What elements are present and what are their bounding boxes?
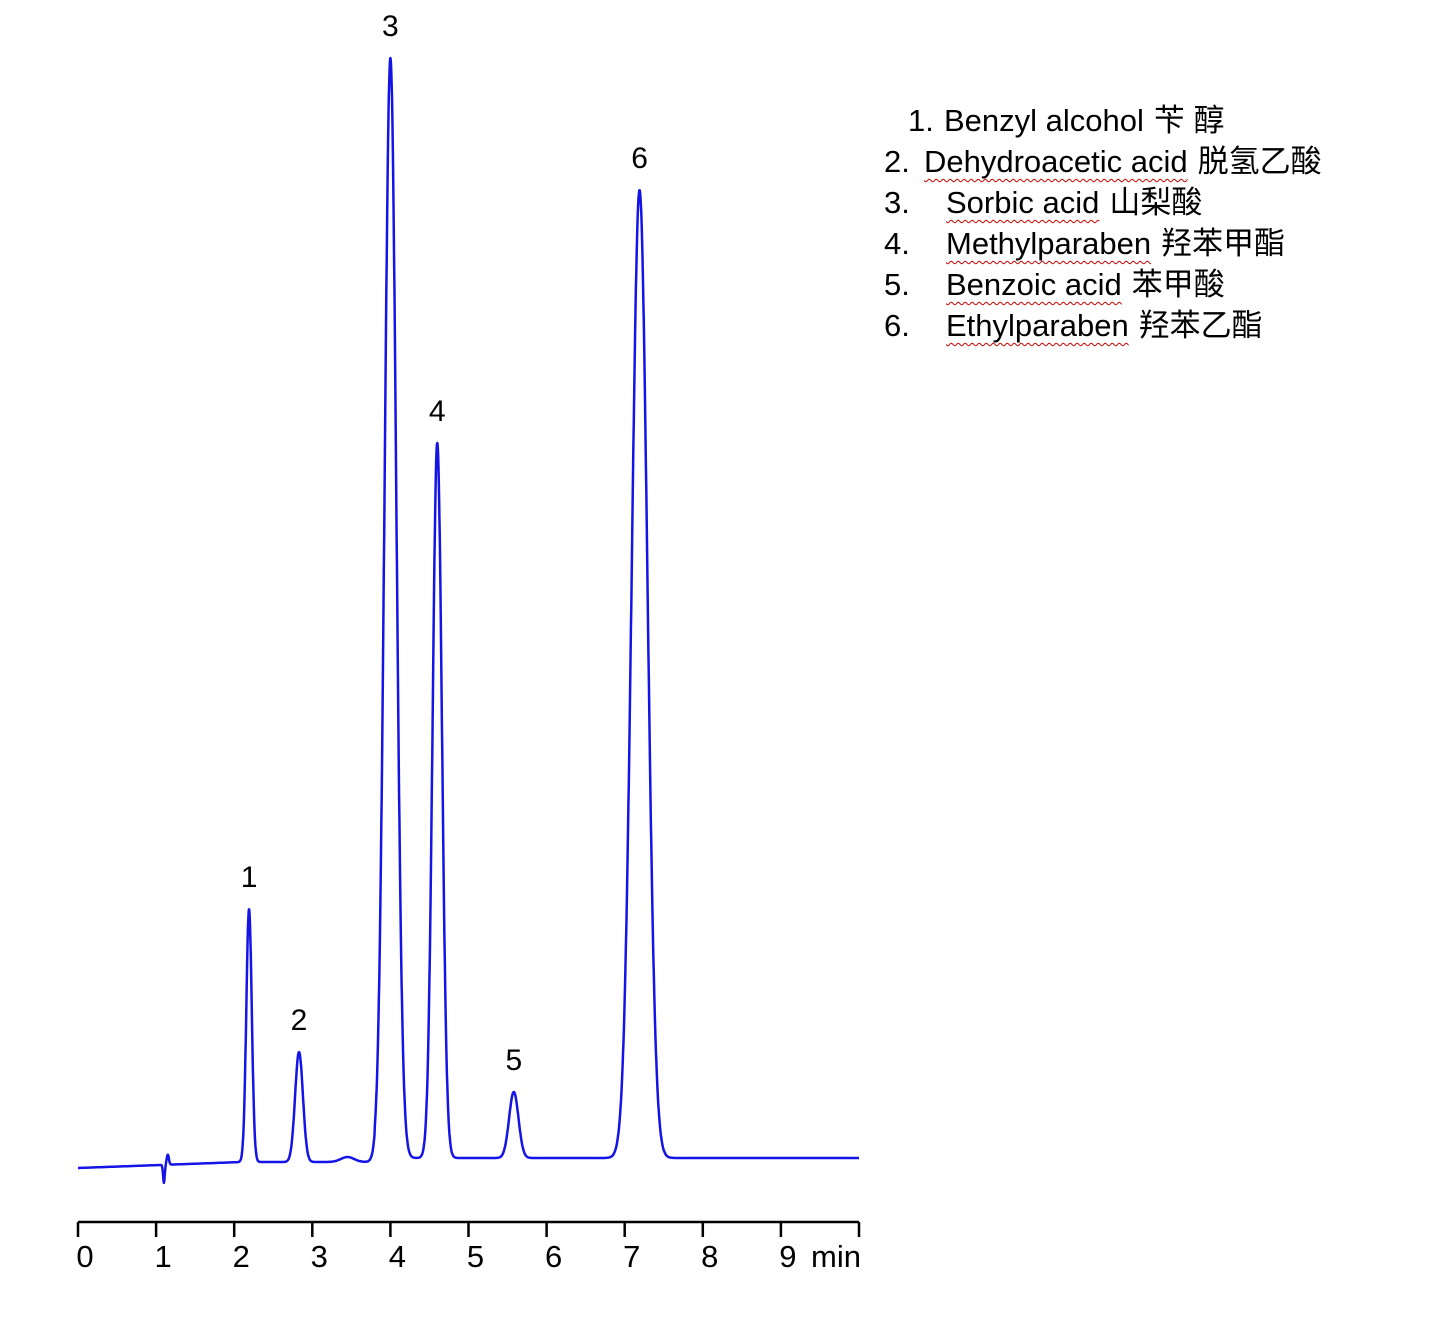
legend-chinese-name: 苄 醇 xyxy=(1153,103,1225,138)
legend-item: 3. Sorbic acid 山梨酸 xyxy=(884,182,1322,223)
peak-label: 6 xyxy=(631,142,648,175)
peak-label: 1 xyxy=(241,861,258,894)
legend-item: 1. Benzyl alcohol 苄 醇 xyxy=(884,100,1322,141)
chromatogram-trace xyxy=(77,56,860,1185)
legend-name: Sorbic acid xyxy=(946,185,1100,220)
legend-chinese-name: 脱氢乙酸 xyxy=(1197,144,1322,179)
x-tick-label: 0 xyxy=(76,1239,93,1274)
legend-name: Dehydroacetic acid xyxy=(924,144,1188,179)
x-unit-label: min xyxy=(811,1239,861,1274)
x-tick-label: 6 xyxy=(545,1239,562,1274)
legend-number: 5. xyxy=(884,267,910,302)
legend-number: 2. xyxy=(884,144,910,179)
peak-label: 2 xyxy=(291,1004,308,1037)
peak-label: 5 xyxy=(505,1044,522,1077)
peak-labels: 1 2 3 4 5 6 xyxy=(241,10,648,1077)
legend-number: 3. xyxy=(884,185,910,220)
legend-number: 1. xyxy=(908,103,934,138)
x-tick-label: 5 xyxy=(467,1239,484,1274)
legend-item: 5. Benzoic acid 苯甲酸 xyxy=(884,264,1322,305)
legend-number: 6. xyxy=(884,308,910,343)
legend-item: 6. Ethylparaben 羟苯乙酯 xyxy=(884,305,1322,346)
legend-chinese-name: 山梨酸 xyxy=(1109,185,1203,220)
x-tick-label: 2 xyxy=(233,1239,250,1274)
peak-label: 4 xyxy=(429,395,446,428)
legend-item: 4. Methylparaben 羟苯甲酯 xyxy=(884,223,1322,264)
legend-name: Benzoic acid xyxy=(946,267,1122,302)
legend: 1. Benzyl alcohol 苄 醇 2. Dehydroacetic acid… xyxy=(884,100,1322,346)
legend-chinese-name: 羟苯乙酯 xyxy=(1138,308,1263,343)
x-tick-label: 7 xyxy=(623,1239,640,1274)
legend-name: Benzyl alcohol xyxy=(944,103,1144,138)
legend-name: Ethylparaben xyxy=(946,308,1129,343)
x-tick-label: 4 xyxy=(389,1239,406,1274)
legend-chinese-name: 苯甲酸 xyxy=(1131,267,1225,302)
legend-item: 2. Dehydroacetic acid 脱氢乙酸 xyxy=(884,141,1322,182)
x-axis: 0 1 2 3 4 5 6 7 8 9 min xyxy=(76,1220,861,1274)
x-tick-label: 3 xyxy=(311,1239,328,1274)
x-tick-label: 1 xyxy=(154,1239,171,1274)
peak-label: 3 xyxy=(382,10,399,43)
x-tick-label: 8 xyxy=(701,1239,718,1274)
legend-name: Methylparaben xyxy=(946,226,1152,261)
legend-chinese-name: 羟苯甲酯 xyxy=(1161,226,1286,261)
legend-number: 4. xyxy=(884,226,910,261)
x-tick-label: 9 xyxy=(779,1239,796,1274)
